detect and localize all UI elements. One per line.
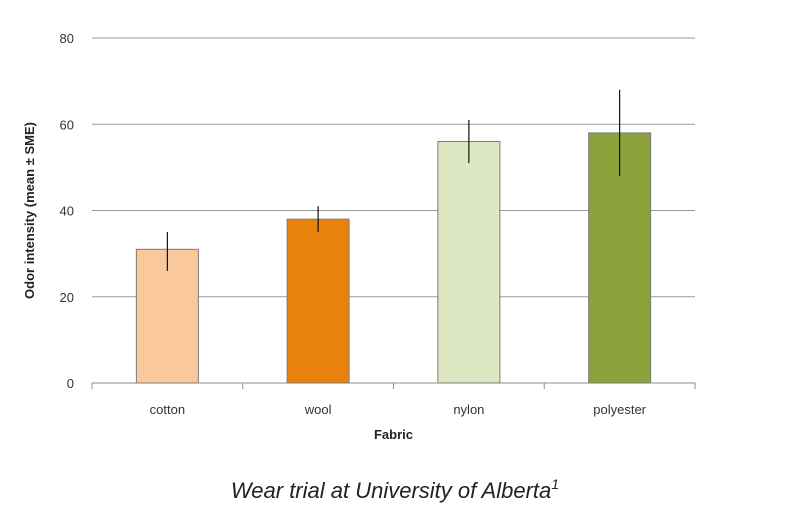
- x-tick-label: polyester: [593, 402, 646, 417]
- x-axis-title: Fabric: [374, 427, 413, 442]
- axes: [91, 382, 696, 389]
- y-tick-label: 60: [60, 117, 74, 132]
- bar-nylon: [437, 141, 501, 384]
- y-axis-title: Odor intensity (mean ± SME): [22, 122, 37, 299]
- bars: [135, 132, 652, 384]
- y-tick-label: 0: [67, 376, 74, 391]
- x-tick-label: cotton: [150, 402, 185, 417]
- y-tick-label: 80: [60, 31, 74, 46]
- bar-wool: [286, 218, 350, 384]
- y-tick-label: 40: [60, 204, 74, 219]
- caption-superscript: 1: [551, 476, 559, 492]
- x-tick-label: wool: [304, 402, 332, 417]
- y-tick-labels: 0 20 40 60 80: [60, 31, 74, 391]
- y-tick-label: 20: [60, 290, 74, 305]
- caption-text: Wear trial at University of Alberta: [231, 478, 551, 503]
- chart-caption: Wear trial at University of Alberta1: [231, 476, 559, 503]
- x-category-labels: cotton wool nylon polyester: [150, 402, 647, 417]
- error-bars: [166, 89, 621, 271]
- x-tick-label: nylon: [453, 402, 484, 417]
